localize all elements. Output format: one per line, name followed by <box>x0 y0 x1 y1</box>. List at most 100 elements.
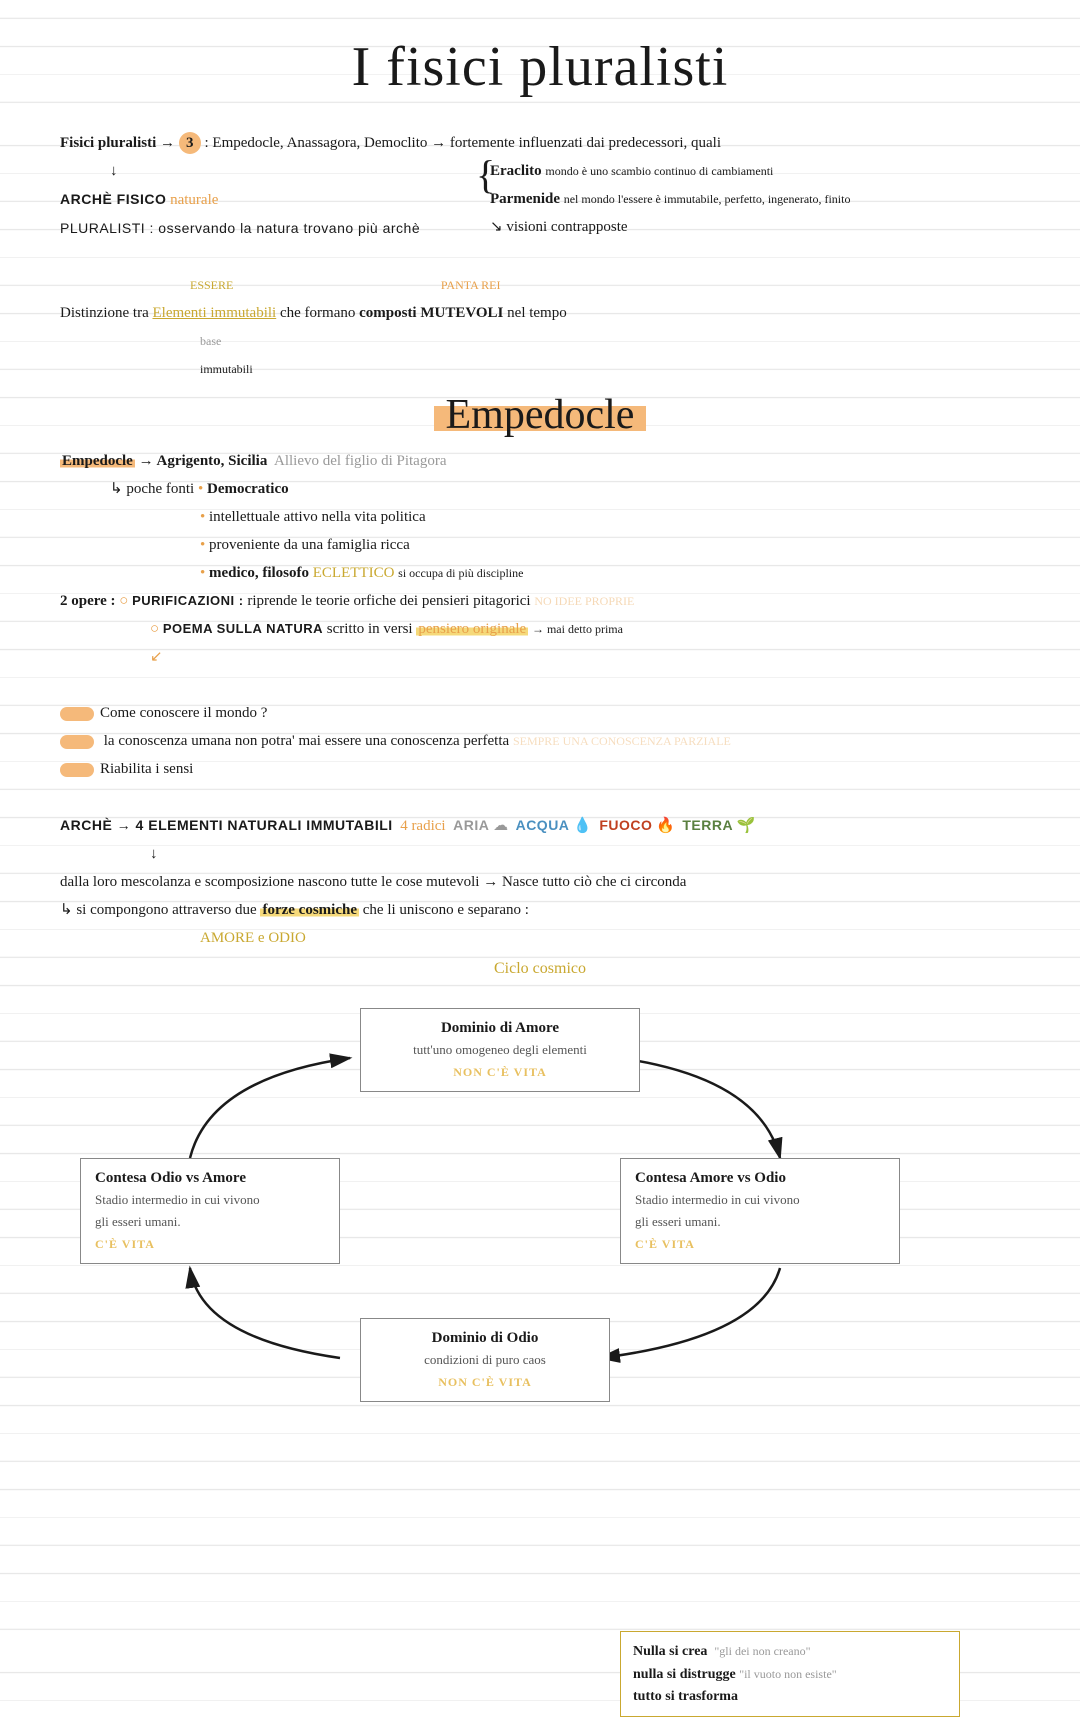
emp-name: Empedocle <box>60 453 135 469</box>
bullet-icon: • <box>200 509 209 525</box>
emp-note: Allievo del figlio di Pitagora <box>274 453 446 469</box>
empedocle-bio: Empedocle → Agrigento, Sicilia Allievo d… <box>60 447 1020 671</box>
arrow-diag-icon: ↙ <box>150 649 163 665</box>
essere-tag: ESSERE <box>190 278 233 292</box>
emp-b4c: si occupa di più discipline <box>398 566 523 580</box>
el-acqua: ACQUA <box>516 817 570 833</box>
bullet-icon: • <box>200 537 209 553</box>
box-l3: tutto si trasforma <box>633 1689 738 1704</box>
bullet-icon: • <box>200 565 209 581</box>
know-q3: Riabilita i sensi <box>100 761 193 777</box>
know-q2a: la conoscenza umana non potra' mai esser… <box>104 733 509 749</box>
cycle-box-contesa-right: Contesa Amore vs Odio Stadio intermedio … <box>620 1158 900 1264</box>
intro-block: Fisici pluralisti → 3 : Empedocle, Anass… <box>60 129 1020 243</box>
box-l2a: nulla si distrugge <box>633 1667 736 1682</box>
dist-immutabili: immutabili <box>200 362 253 376</box>
pluralisti-text: PLURALISTI : osservando la natura trovan… <box>60 220 420 236</box>
dist-pre: Distinzione tra <box>60 305 149 321</box>
cy-right-t: Contesa Amore vs Odio <box>635 1167 885 1189</box>
cy-right-l: C'È VITA <box>635 1233 885 1255</box>
arche4-mix2b: forze cosmiche <box>260 902 359 918</box>
el-fuoco: FUOCO <box>599 817 652 833</box>
eraclito-name: Eraclito <box>490 163 542 179</box>
emp-b1: Democratico <box>207 481 289 497</box>
cy-left-t: Contesa Odio vs Amore <box>95 1167 325 1189</box>
panta-tag: PANTA REI <box>441 278 501 292</box>
bullet-icon: • <box>198 481 207 497</box>
amore-odio: AMORE e ODIO <box>60 924 1020 952</box>
emp-op1b: riprende le teorie orfiche dei pensieri … <box>247 593 530 609</box>
cosmic-cycle-diagram: Dominio di Amore tutt'uno omogeneo degli… <box>60 988 1020 1408</box>
distinzione-block: ESSERE PANTA REI Distinzione tra Element… <box>60 271 1020 383</box>
cy-left-s2: gli esseri umani. <box>95 1211 325 1233</box>
emp-b2: intellettuale attivo nella vita politica <box>209 509 426 525</box>
box-l1a: Nulla si crea <box>633 1644 707 1659</box>
arche-note: naturale <box>170 192 218 208</box>
emp-fonti: ↳ poche fonti <box>110 481 194 497</box>
dist-elementi: Elementi immutabili <box>152 305 276 321</box>
cy-left-l: C'È VITA <box>95 1233 325 1255</box>
page-title: I fisici pluralisti <box>60 35 1020 99</box>
visioni-text: visioni contrapposte <box>506 219 627 235</box>
arche-label: ARCHÈ FISICO <box>60 191 166 207</box>
emp-op2b: scritto in versi <box>327 621 413 637</box>
cy-bot-t: Dominio di Odio <box>375 1327 595 1349</box>
arche4-mix1: dalla loro mescolanza e scomposizione na… <box>60 868 1020 896</box>
drop-icon: 💧 <box>573 818 592 834</box>
brace-icon: { <box>476 165 495 185</box>
blob-icon <box>60 763 94 777</box>
emp-b4a: medico, filosofo <box>209 565 309 581</box>
arrow-converge-icon: ↘ <box>490 219 506 235</box>
dist-base: base <box>200 334 221 348</box>
empedocle-heading: Empedocle <box>60 391 1020 439</box>
parmenide-name: Parmenide <box>490 191 560 207</box>
plant-icon: 🌱 <box>737 818 756 834</box>
el-terra: TERRA <box>682 817 733 833</box>
cy-right-s1: Stadio intermedio in cui vivono <box>635 1189 885 1211</box>
emp-opere: 2 opere : <box>60 593 116 609</box>
dist-post: nel tempo <box>507 305 567 321</box>
box-l2b: "il vuoto non esiste" <box>739 1667 836 1681</box>
cy-top-s: tutt'uno omogeneo degli elementi <box>375 1039 625 1061</box>
eraclito-text: mondo è uno scambio continuo di cambiame… <box>545 164 773 178</box>
cy-bot-s: condizioni di puro caos <box>375 1349 595 1371</box>
arrow-down-icon: ↓ <box>60 157 490 185</box>
blob-icon <box>60 735 94 749</box>
count-badge: 3 <box>179 132 201 154</box>
emp-place: → Agrigento, Sicilia <box>139 453 268 469</box>
cy-bot-l: NON C'È VITA <box>375 1371 595 1393</box>
arche4-mix2a: ↳ si compongono attraverso due <box>60 902 257 918</box>
cy-right-s2: gli esseri umani. <box>635 1211 885 1233</box>
emp-b4b: ECLETTICO <box>313 565 395 581</box>
cy-left-s1: Stadio intermedio in cui vivono <box>95 1189 325 1211</box>
emp-op2d: → mai detto prima <box>532 622 623 636</box>
parmenide-text: nel mondo l'essere è immutabile, perfett… <box>564 192 851 206</box>
dist-mid: che formano <box>280 305 355 321</box>
intro-label: Fisici pluralisti → <box>60 135 175 151</box>
know-q2b: SEMPRE UNA CONOSCENZA PARZIALE <box>513 734 731 748</box>
emp-op2a: POEMA SULLA NATURA <box>163 621 323 636</box>
cloud-icon: ☁ <box>493 818 508 834</box>
cy-top-t: Dominio di Amore <box>375 1017 625 1039</box>
emp-op1a: PURIFICAZIONI : <box>132 593 244 608</box>
fire-icon: 🔥 <box>656 818 675 834</box>
blob-icon <box>60 707 94 721</box>
arrow-down-icon: ↓ <box>60 840 1020 868</box>
knowledge-block: Come conoscere il mondo ? la conoscenza … <box>60 699 1020 783</box>
arche4-pre: ARCHÈ → 4 ELEMENTI NATURALI IMMUTABILI <box>60 817 393 833</box>
principle-box: Nulla si crea "gli dei non creano" nulla… <box>620 1631 960 1717</box>
ciclo-label: Ciclo cosmico <box>60 960 1020 978</box>
emp-b3: proveniente da una famiglia ricca <box>209 537 410 553</box>
emp-op1c: NO IDEE PROPRIE <box>534 594 634 608</box>
cycle-box-amore: Dominio di Amore tutt'uno omogeneo degli… <box>360 1008 640 1092</box>
el-aria: ARIA <box>453 817 489 833</box>
arche4-mix2c: che li uniscono e separano : <box>363 902 529 918</box>
cy-top-l: NON C'È VITA <box>375 1061 625 1083</box>
arche4-radici: 4 radici <box>400 818 445 834</box>
box-l1b: "gli dei non creano" <box>714 1644 810 1658</box>
cycle-box-contesa-left: Contesa Odio vs Amore Stadio intermedio … <box>80 1158 340 1264</box>
emp-op2c: pensiero originale <box>416 621 528 637</box>
bullet-icon: ○ <box>119 593 132 609</box>
know-q1: Come conoscere il mondo ? <box>100 705 267 721</box>
arche-elements-block: ARCHÈ → 4 ELEMENTI NATURALI IMMUTABILI 4… <box>60 811 1020 978</box>
